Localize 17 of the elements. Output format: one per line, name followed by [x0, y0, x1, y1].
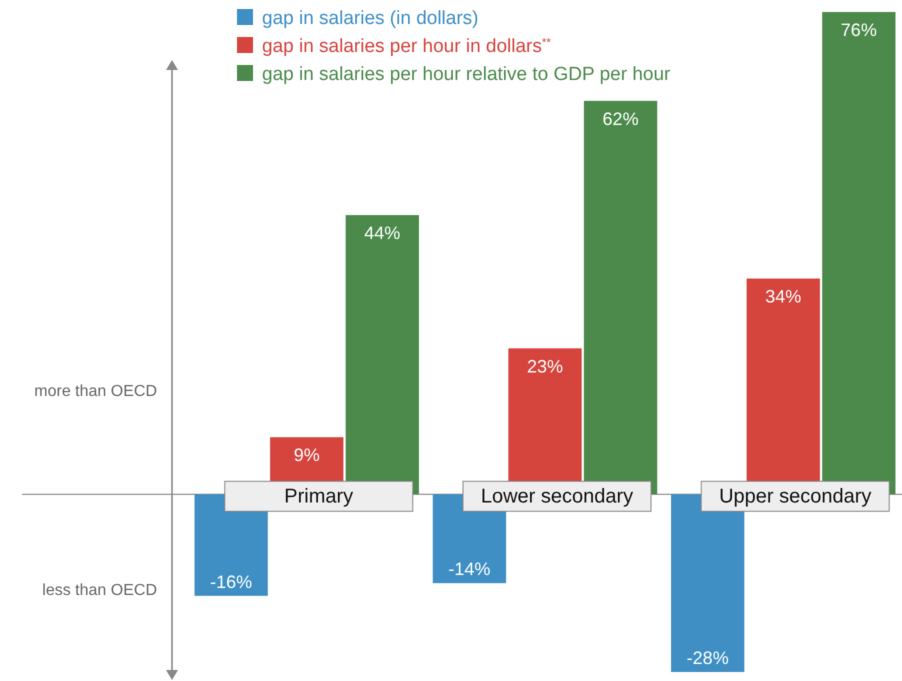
legend-label: gap in salaries per hour in dollars$^{**}$	[262, 36, 552, 57]
data-label: -14%	[448, 559, 490, 580]
annotation: more than OECD	[34, 383, 157, 400]
annotation: less than OECD	[42, 582, 157, 599]
data-label: 44%	[364, 223, 400, 244]
data-label: -28%	[686, 648, 729, 668]
data-label: 23%	[526, 356, 564, 376]
data-label: 62%	[602, 108, 639, 129]
data-label: 76%	[840, 20, 877, 40]
data-label: 9%	[294, 445, 320, 466]
x-tick-label: Upper secondary	[719, 485, 872, 508]
legend-label: gap in salaries per hour relative to GDP per hour	[262, 64, 672, 85]
x-tick-label: Lower secondary	[480, 485, 634, 508]
x-tick-label: Primary	[284, 485, 354, 508]
data-label: -16%	[210, 572, 252, 592]
legend-label: gap in salaries (in dollars)	[262, 8, 478, 29]
data-label: 34%	[765, 286, 802, 307]
